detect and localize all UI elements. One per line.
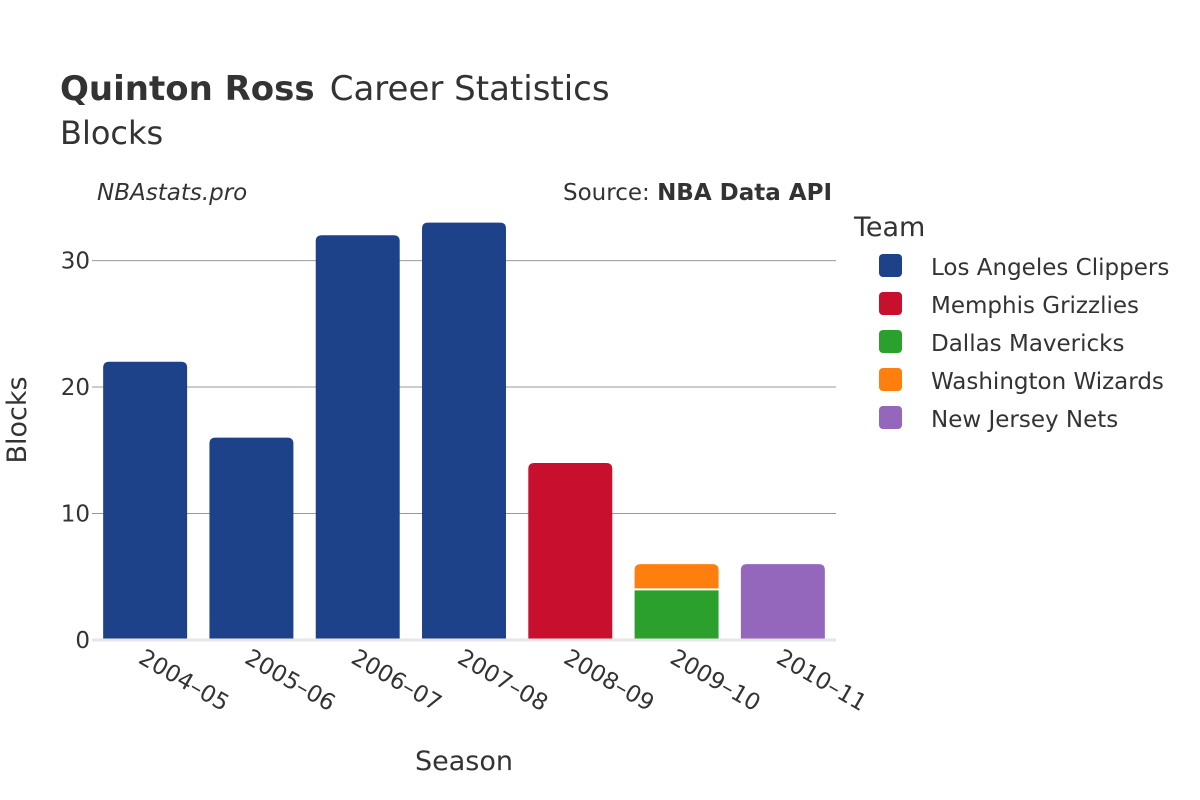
bar-los-angeles-clippers <box>103 361 188 640</box>
legend-swatch <box>879 330 902 353</box>
legend: Los Angeles Clippers Memphis Grizzlies Dal… <box>879 254 1169 433</box>
legend-label: Dallas Mavericks <box>931 331 1124 357</box>
source-note: Source: NBA Data API <box>563 180 832 206</box>
x-tick-label: 2010–11 <box>772 645 871 717</box>
bar-los-angeles-clippers <box>315 235 400 640</box>
x-tick-label: 2009–10 <box>666 645 765 717</box>
x-tick-label: 2004–05 <box>134 645 233 717</box>
legend-swatch <box>879 368 902 391</box>
x-tick-label: 2006–07 <box>347 645 446 717</box>
bar-memphis-grizzlies <box>528 462 613 640</box>
source-name: NBA Data API <box>657 180 832 206</box>
legend-label: New Jersey Nets <box>931 407 1118 433</box>
y-tick-label: 10 <box>61 502 90 528</box>
legend-swatch <box>879 254 902 277</box>
x-tick-label: 2005–06 <box>240 645 339 717</box>
y-tick-label: 0 <box>75 628 90 654</box>
bar-los-angeles-clippers <box>422 222 506 640</box>
chart-title: Quinton Ross Career Statistics <box>60 69 610 109</box>
x-tick-label: 2007–08 <box>453 645 552 717</box>
legend-swatch <box>879 292 902 315</box>
title-player-name: Quinton Ross <box>60 69 315 109</box>
legend-label: Memphis Grizzlies <box>931 293 1139 319</box>
legend-title: Team <box>853 212 925 243</box>
bar-new-jersey-nets <box>740 564 825 640</box>
x-axis-title: Season <box>415 746 513 777</box>
bar-washington-wizards <box>634 564 719 590</box>
legend-swatch <box>879 406 902 429</box>
y-tick-label: 30 <box>61 249 90 275</box>
bar-los-angeles-clippers <box>209 437 294 640</box>
source-prefix: Source: <box>563 180 657 206</box>
bars <box>103 222 825 640</box>
y-tick-label: 20 <box>61 375 90 401</box>
chart-subtitle: Blocks <box>60 114 163 152</box>
legend-label: Los Angeles Clippers <box>931 255 1169 281</box>
x-tick-label: 2008–09 <box>559 645 658 717</box>
watermark: NBAstats.pro <box>97 180 247 206</box>
legend-label: Washington Wizards <box>931 369 1164 395</box>
y-axis-title: Blocks <box>2 376 33 463</box>
bar-dallas-mavericks <box>634 589 719 640</box>
title-rest: Career Statistics <box>330 69 610 109</box>
